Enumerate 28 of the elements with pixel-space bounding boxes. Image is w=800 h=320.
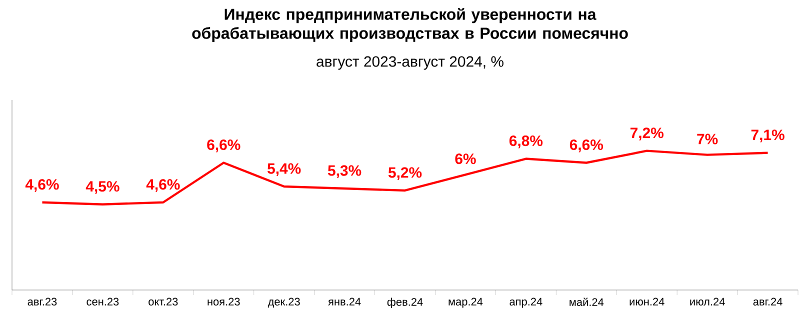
data-label: 5,4% [268, 163, 301, 176]
data-label: 5,2% [388, 167, 422, 180]
x-tick-label: мар.24 [448, 298, 483, 308]
data-label: 7,2% [630, 128, 664, 140]
x-tick-label: сен.23 [86, 298, 119, 306]
data-label: 6,6% [207, 139, 240, 152]
x-tick-label: май.24 [570, 298, 604, 306]
x-tick-label: ноя.23 [208, 298, 240, 306]
data-label: 4,6% [146, 179, 180, 192]
data-label: 6% [455, 154, 476, 164]
x-tick-label: авг.24 [753, 298, 782, 306]
x-tick-label: апр.24 [510, 298, 542, 308]
chart-subtitle: август 2023-август 2024, % [316, 56, 504, 70]
x-tick-label: окт.23 [148, 298, 178, 306]
data-label: 7% [697, 134, 718, 144]
chart-title: Индекс предпринимательской уверенности на обрабатывающих производствах в России помесячно [192, 8, 628, 42]
x-tick-label: янв.24 [328, 298, 361, 306]
x-tick-label: фев.24 [387, 298, 423, 308]
data-label: 4,6% [25, 179, 59, 192]
data-label: 6,6% [570, 139, 604, 152]
x-tick-label: июл.24 [690, 298, 725, 306]
data-label: 6,8% [509, 136, 543, 148]
x-tick-label: дек.23 [268, 298, 300, 308]
data-label: 7,1% [751, 130, 784, 142]
data-label: 5,3% [328, 165, 362, 178]
x-tick-label: авг.23 [28, 298, 57, 306]
x-tick-label: июн.24 [630, 298, 664, 306]
data-label: 4,5% [86, 181, 120, 194]
